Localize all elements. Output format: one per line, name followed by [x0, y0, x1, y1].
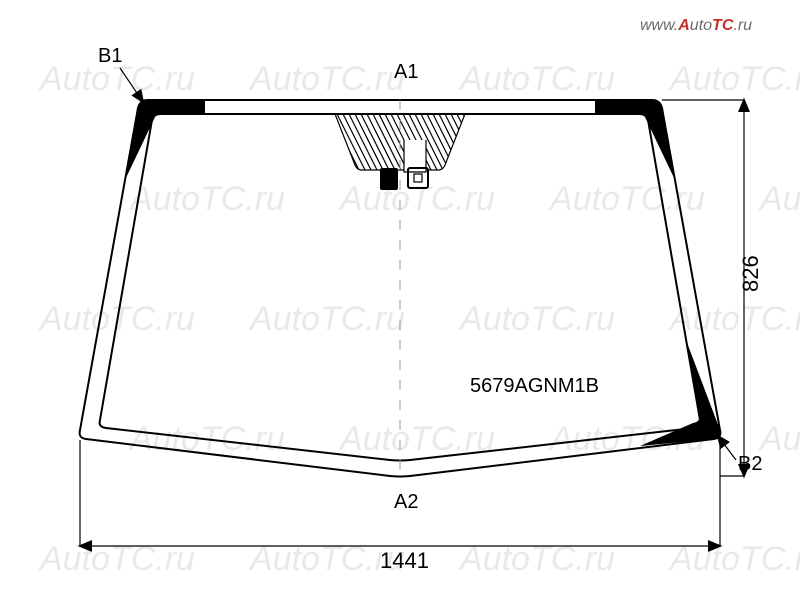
label-b2: B2 — [738, 453, 762, 475]
watermark-url: www.AutoTC.ru — [640, 17, 752, 34]
svg-text:AutoTC.ru: AutoTC.ru — [758, 420, 800, 458]
sensor-mount-block — [380, 168, 398, 190]
svg-text:AutoTC.ru: AutoTC.ru — [128, 180, 285, 218]
svg-text:AutoTC.ru: AutoTC.ru — [248, 300, 405, 338]
svg-text:AutoTC.ru: AutoTC.ru — [668, 300, 800, 338]
svg-text:AutoTC.ru: AutoTC.ru — [338, 180, 495, 218]
label-b1: B1 — [98, 45, 122, 67]
svg-text:AutoTC.ru: AutoTC.ru — [458, 300, 615, 338]
label-part-number: 5679AGNM1B — [470, 375, 599, 397]
watermark-grid: AutoTC.ru AutoTC.ru AutoTC.ru AutoTC.ru Auto… — [38, 60, 800, 578]
label-width-value: 1441 — [380, 548, 429, 573]
svg-text:AutoTC.ru: AutoTC.ru — [758, 180, 800, 218]
label-a1: A1 — [394, 61, 418, 83]
b2-leader-line — [718, 436, 736, 460]
svg-text:AutoTC.ru: AutoTC.ru — [668, 60, 800, 98]
label-height-value: 826 — [738, 255, 763, 292]
svg-text:AutoTC.ru: AutoTC.ru — [248, 60, 405, 98]
svg-text:AutoTC.ru: AutoTC.ru — [458, 60, 615, 98]
label-a2: A2 — [394, 491, 418, 513]
svg-text:www.AutoTC.ru: www.AutoTC.ru — [640, 17, 752, 34]
